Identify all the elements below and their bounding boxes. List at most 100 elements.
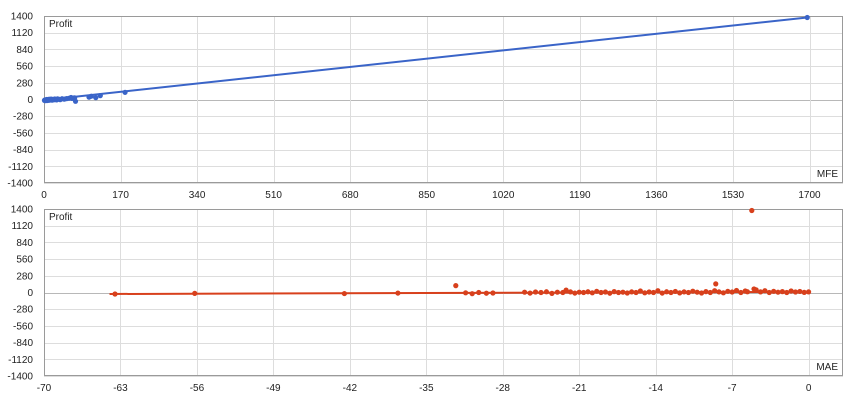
y-tick-label: 1120 xyxy=(11,221,33,232)
y-tick-label: -1400 xyxy=(7,179,33,190)
y-tick-label: 840 xyxy=(16,45,33,56)
data-point xyxy=(749,207,755,214)
x-tick-label: 0 xyxy=(806,383,812,394)
data-point xyxy=(655,288,661,294)
data-point xyxy=(650,289,657,296)
data-point xyxy=(637,288,643,294)
x-tick-label: -21 xyxy=(572,383,587,394)
x-tick-label: 1530 xyxy=(722,190,745,201)
y-tick-label: -280 xyxy=(13,112,33,123)
data-point xyxy=(594,288,600,294)
data-point xyxy=(469,291,475,297)
data-point xyxy=(543,289,550,295)
x-tick-label: 0 xyxy=(41,190,47,201)
data-point xyxy=(72,98,79,104)
data-point xyxy=(804,14,810,21)
data-point xyxy=(707,289,713,296)
x-tick-label: 1190 xyxy=(569,190,591,201)
y-axis-label: Profit xyxy=(49,19,73,30)
x-tick-label: 170 xyxy=(112,190,129,201)
y-tick-label: 560 xyxy=(16,62,33,73)
y-tick-label: 280 xyxy=(16,78,33,89)
data-point xyxy=(694,289,700,295)
y-tick-label: -840 xyxy=(13,145,33,156)
y-tick-label: -560 xyxy=(13,128,33,139)
plot-area xyxy=(44,16,843,183)
data-point xyxy=(589,290,595,296)
x-tick-label: -56 xyxy=(190,383,205,394)
data-point xyxy=(453,283,459,289)
data-point xyxy=(395,290,401,296)
data-point xyxy=(572,290,578,296)
x-tick-label: -7 xyxy=(728,383,737,394)
data-point xyxy=(775,289,781,295)
x-tick-label: -28 xyxy=(496,383,511,394)
y-tick-label: -560 xyxy=(13,321,33,332)
data-point xyxy=(122,89,128,95)
data-point xyxy=(532,289,539,295)
data-point xyxy=(771,288,777,294)
data-point xyxy=(615,289,622,296)
y-tick-label: -280 xyxy=(13,305,33,316)
data-point xyxy=(664,289,670,295)
data-point xyxy=(483,290,489,296)
y-tick-label: -1400 xyxy=(7,372,33,383)
data-point xyxy=(668,289,674,296)
data-point xyxy=(580,289,587,296)
y-tick-label: 0 xyxy=(27,95,33,106)
mae-profit-chart: 140011208405602800-280-560-840-1120-1400… xyxy=(7,205,843,394)
data-point xyxy=(549,290,555,296)
x-tick-label: -42 xyxy=(343,383,358,394)
data-point xyxy=(633,289,639,296)
data-point xyxy=(341,290,347,297)
data-point xyxy=(646,289,652,295)
data-point xyxy=(672,288,678,295)
data-point xyxy=(642,290,648,296)
trend-line xyxy=(43,16,808,102)
data-point xyxy=(797,288,803,295)
x-tick-label: -63 xyxy=(113,383,128,394)
data-point xyxy=(698,290,705,296)
data-point xyxy=(112,291,118,297)
data-point xyxy=(659,290,665,296)
data-point xyxy=(585,289,591,295)
x-tick-label: 680 xyxy=(342,190,359,201)
data-point xyxy=(744,289,751,295)
y-tick-label: 840 xyxy=(16,238,33,249)
x-axis-label: MFE xyxy=(817,169,838,180)
x-axis-label: MAE xyxy=(816,362,838,373)
data-point xyxy=(554,289,560,295)
y-tick-label: 280 xyxy=(16,271,33,282)
data-point xyxy=(602,289,609,295)
data-point xyxy=(522,289,528,295)
data-point xyxy=(753,287,759,293)
data-point xyxy=(725,288,731,294)
y-tick-label: 1400 xyxy=(11,12,34,23)
data-point xyxy=(192,290,198,296)
y-tick-label: 560 xyxy=(16,255,33,266)
x-tick-label: -70 xyxy=(37,383,52,394)
data-point xyxy=(97,93,103,99)
x-tick-label: 1700 xyxy=(798,190,821,201)
data-point xyxy=(792,289,799,295)
data-point xyxy=(729,289,735,295)
data-point xyxy=(681,289,687,295)
x-tick-label: 510 xyxy=(265,190,282,201)
data-point xyxy=(738,289,744,296)
data-point xyxy=(733,287,740,294)
data-point xyxy=(576,289,582,295)
data-point xyxy=(567,289,574,295)
data-point xyxy=(757,289,764,295)
y-tick-label: 0 xyxy=(27,288,33,299)
data-point xyxy=(93,95,99,101)
plot-frame xyxy=(44,209,843,376)
data-point xyxy=(762,288,768,294)
data-point xyxy=(801,289,807,295)
y-tick-label: 1400 xyxy=(11,205,34,216)
data-point xyxy=(703,289,709,295)
data-point xyxy=(685,289,692,296)
mfe-profit-chart: 1400 1120 840 560 280 0 -280 -560 -840 -1120 -1400… xyxy=(7,12,843,201)
data-point xyxy=(538,289,544,296)
data-point xyxy=(712,288,718,294)
data-point xyxy=(624,290,630,296)
